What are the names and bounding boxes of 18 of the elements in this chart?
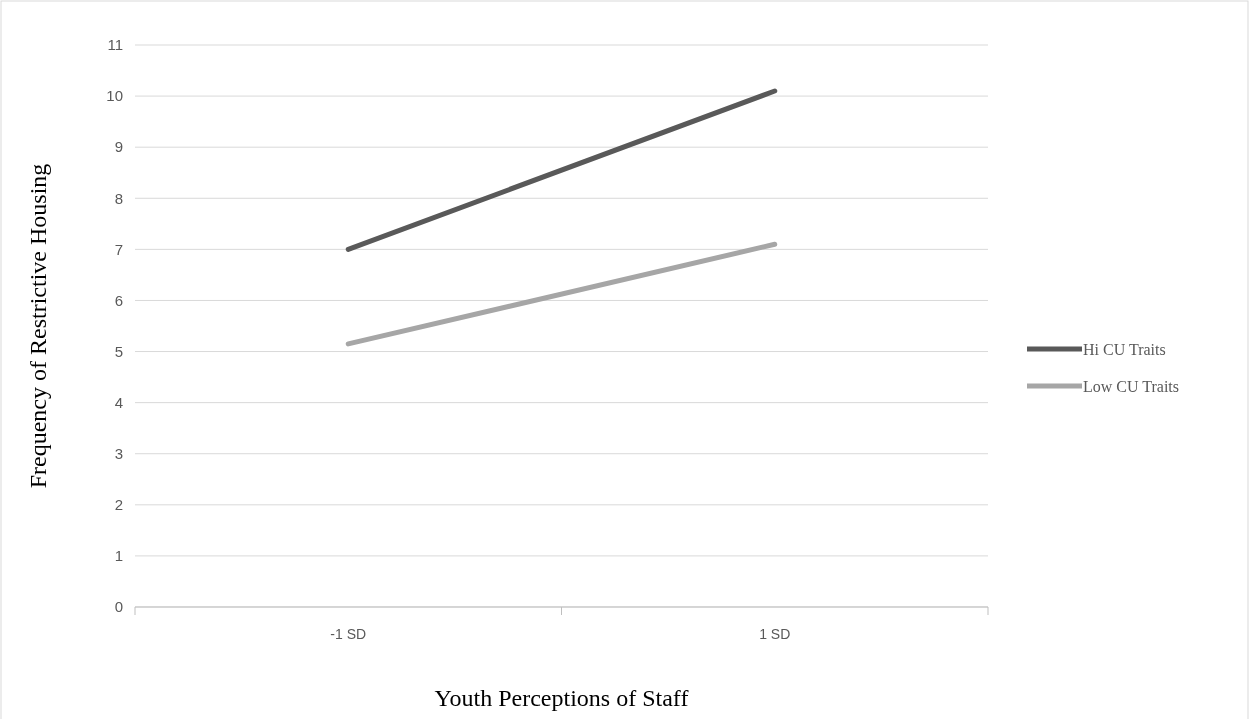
y-axis-title: Frequency of Restrictive Housing xyxy=(25,163,51,489)
y-tick-label: 11 xyxy=(107,36,123,54)
y-tick-label: 0 xyxy=(114,598,123,616)
x-axis-title: Youth Perceptions of Staff xyxy=(434,685,689,711)
y-tick-label: 1 xyxy=(114,547,123,565)
y-tick-label: 10 xyxy=(106,87,123,105)
y-tick-label: 6 xyxy=(114,291,123,309)
y-tick-label: 2 xyxy=(114,496,123,514)
y-tick-label: 9 xyxy=(114,138,123,156)
y-tick-label: 8 xyxy=(114,189,123,207)
legend-label: Low CU Traits xyxy=(1083,377,1180,395)
x-tick-label: 1 SD xyxy=(759,626,791,642)
y-tick-label: 4 xyxy=(114,393,123,411)
y-tick-label: 7 xyxy=(114,240,123,258)
legend-label: Hi CU Traits xyxy=(1083,340,1166,358)
y-tick-label: 3 xyxy=(114,444,123,462)
y-tick-label: 5 xyxy=(114,342,123,360)
x-tick-label: -1 SD xyxy=(330,626,367,642)
